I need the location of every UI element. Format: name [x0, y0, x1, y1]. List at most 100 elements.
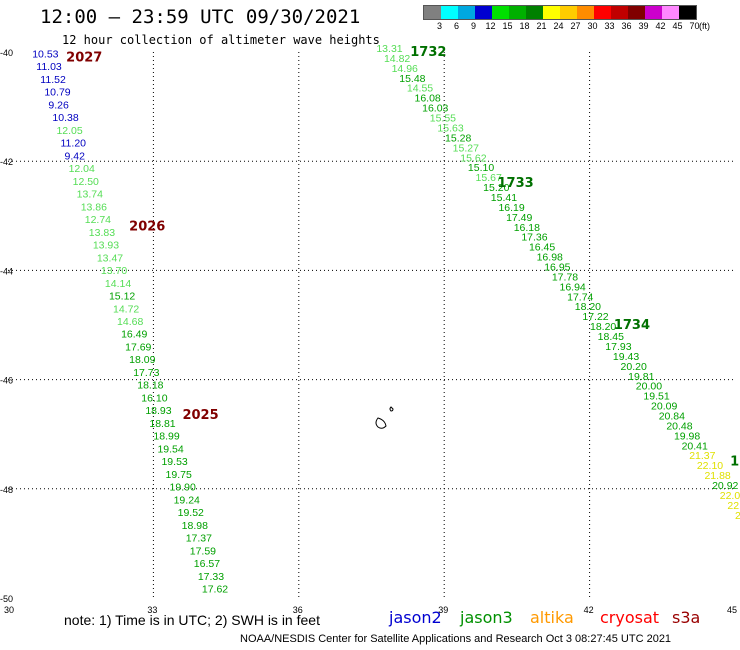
scale-label: 70	[689, 21, 700, 31]
swh-value: 22.10	[697, 460, 723, 472]
swh-value: 9.26	[48, 99, 69, 111]
swh-value: 17.59	[190, 545, 216, 557]
lon-tick-label: 39	[438, 605, 448, 615]
swh-value: 21.2	[735, 510, 740, 522]
wave-height-color-scale	[423, 5, 697, 20]
swh-value: 17.93	[605, 341, 631, 353]
scale-swatch	[594, 6, 611, 19]
swh-value: 22.11	[727, 500, 740, 512]
swh-value: 16.45	[529, 242, 555, 254]
wave-height-scale-labels: 3 6 9 12 15 18 21 24 27 30 33 36 39 42 45 70 (ft)	[423, 21, 740, 33]
scale-swatch	[458, 6, 475, 19]
swh-value: 12.04	[69, 163, 95, 175]
swh-value: 11.03	[36, 61, 62, 73]
pass-number-label: 1733	[498, 176, 534, 191]
swh-value: 17.49	[506, 212, 532, 224]
swh-value: 15.55	[430, 113, 456, 125]
scale-label: 6	[453, 21, 459, 31]
swh-value: 13.86	[81, 201, 107, 213]
swh-value: 18.20	[575, 301, 601, 313]
scale-label: 39	[638, 21, 649, 31]
swh-value: 13.93	[93, 240, 119, 252]
lat-tick-label: -48	[0, 485, 13, 495]
swh-value: 15.67	[476, 172, 502, 184]
swh-value: 17.69	[125, 341, 151, 353]
lon-tick-label: 42	[584, 605, 594, 615]
lat-tick-label: -42	[0, 157, 13, 167]
satellite-label-jason2: jason2	[389, 608, 442, 627]
swh-value: 9.42	[65, 150, 86, 162]
swh-value: 12.50	[73, 176, 99, 188]
swh-value: 16.10	[141, 392, 167, 404]
swh-value: 18.45	[598, 331, 624, 343]
scale-swatch	[628, 6, 645, 19]
swh-value: 20.20	[621, 361, 647, 373]
lat-tick-label: -46	[0, 376, 13, 386]
swh-value: 15.41	[491, 192, 517, 204]
scale-swatch	[560, 6, 577, 19]
swh-value: 20.48	[666, 420, 692, 432]
pass-number-label: 173	[730, 455, 740, 470]
swh-value: 17.33	[198, 571, 224, 583]
swh-value: 15.48	[399, 73, 425, 85]
swh-value: 10.38	[52, 112, 78, 124]
satellite-label-altika: altika	[530, 608, 574, 627]
swh-value: 19.98	[674, 430, 700, 442]
swh-value: 14.68	[117, 316, 143, 328]
swh-value: 15.28	[445, 132, 471, 144]
swh-value: 17.78	[552, 271, 578, 283]
scale-label: 21	[536, 21, 547, 31]
swh-value: 20.00	[636, 381, 662, 393]
credit-line: NOAA/NESDIS Center for Satellite Applica…	[240, 633, 672, 645]
lon-tick-label: 45	[727, 605, 737, 615]
swh-value: 16.49	[121, 329, 147, 341]
swh-value: 15.27	[453, 142, 479, 154]
swh-value: 17.73	[133, 367, 159, 379]
track-east: 13.3114.8214.9615.4814.5516.0816.0315.55…	[376, 43, 740, 522]
swh-value: 11.20	[61, 138, 87, 150]
swh-value: 12.74	[85, 214, 111, 226]
scale-label: 45	[672, 21, 683, 31]
swh-value: 10.79	[44, 87, 70, 99]
swh-value: 20.92	[712, 480, 738, 492]
scale-swatch	[611, 6, 628, 19]
swh-value: 14.82	[384, 53, 410, 65]
scale-swatch	[526, 6, 543, 19]
swh-value: 18.20	[590, 321, 616, 333]
scale-label: 42	[655, 21, 666, 31]
pass-number-label: 2026	[129, 220, 165, 235]
pass-number-label: 2025	[182, 408, 218, 423]
swh-value: 14.14	[105, 278, 131, 290]
swh-value: 16.94	[559, 281, 585, 293]
scale-label: 33	[604, 21, 615, 31]
swh-value: 20.09	[651, 401, 677, 413]
scale-swatch	[543, 6, 560, 19]
swh-value: 14.55	[407, 83, 433, 95]
swh-value: 19.52	[178, 507, 204, 519]
swh-value: 19.43	[613, 351, 639, 363]
swh-value: 19.90	[170, 482, 196, 494]
scale-swatch	[475, 6, 492, 19]
satellite-label-s3a: s3a	[672, 608, 701, 627]
swh-value: 17.36	[521, 232, 547, 244]
swh-value: 15.12	[109, 291, 135, 303]
swh-value: 13.31	[376, 43, 402, 55]
swh-value: 19.53	[161, 456, 187, 468]
swh-value: 21.37	[689, 450, 715, 462]
scale-label: 18	[519, 21, 530, 31]
pass-labels: 2027 2026 2025 1732 1733 1734 173	[66, 45, 740, 470]
footer-note: note: 1) Time is in UTC; 2) SWH is in fe…	[64, 612, 320, 628]
swh-value: 16.18	[514, 222, 540, 234]
pass-number-label: 2027	[66, 50, 102, 65]
swh-value: 22.05	[720, 490, 740, 502]
swh-value: 17.74	[567, 291, 593, 303]
satellite-label-cryosat: cryosat	[600, 608, 660, 627]
scale-label: 36	[621, 21, 632, 31]
swh-value: 18.81	[149, 418, 175, 430]
swh-value: 13.74	[77, 189, 103, 201]
island-outline	[375, 406, 394, 429]
swh-value: 16.08	[415, 93, 441, 105]
scale-swatch	[645, 6, 662, 19]
swh-value: 19.75	[166, 469, 192, 481]
